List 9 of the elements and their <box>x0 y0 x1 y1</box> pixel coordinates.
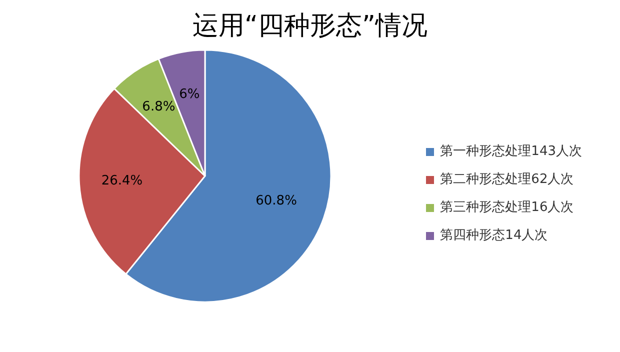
legend-label: 第二种形态处理62人次 <box>440 171 574 189</box>
data-label: 6.8% <box>142 99 176 114</box>
legend-label: 第四种形态14人次 <box>440 227 548 245</box>
data-label: 26.4% <box>101 174 143 189</box>
legend-label: 第一种形态处理143人次 <box>440 143 582 161</box>
chart-title: 运用“四种形态”情况 <box>192 10 428 43</box>
data-label: 6% <box>179 86 200 102</box>
data-label: 60.8% <box>256 194 297 209</box>
legend-label: 第三种形态处理16人次 <box>440 199 574 217</box>
